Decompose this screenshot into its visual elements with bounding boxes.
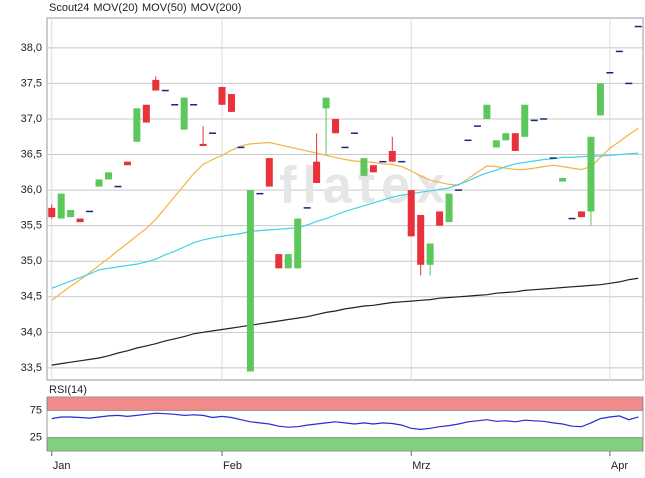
candle-body [265, 158, 273, 187]
moving-average-line [51, 277, 639, 366]
candle-body [559, 178, 567, 182]
candle-body [48, 207, 56, 218]
candle-body [76, 218, 84, 223]
candle-body [426, 243, 434, 265]
rsi-band [47, 396, 643, 411]
y-tick-label: 36,0 [21, 184, 42, 196]
legend-entry: Scout24 [49, 2, 89, 14]
candle-body [199, 143, 207, 147]
candle-body [578, 211, 586, 218]
y-tick-label: 34,0 [21, 326, 42, 338]
candle-body [180, 97, 188, 130]
candle-body [417, 215, 425, 265]
candle-body [360, 158, 368, 176]
candle-body [227, 94, 235, 112]
candle-body [123, 161, 131, 166]
candle-body [313, 161, 321, 183]
candle-body [492, 140, 500, 148]
moving-average-line [51, 127, 639, 301]
y-tick-label: 37,5 [21, 77, 42, 89]
y-tick-label: 35,0 [21, 255, 42, 267]
candle-body [511, 133, 519, 151]
x-tick-label: Feb [223, 460, 242, 472]
legend-entry: MOV(50) [142, 2, 187, 14]
candle-body [152, 79, 160, 91]
candle-body [104, 172, 112, 180]
candle-body [67, 210, 75, 218]
x-tick-label: Apr [611, 460, 628, 472]
candle-body [246, 190, 254, 372]
moving-average-line [51, 152, 639, 289]
y-tick-label: 38,0 [21, 42, 42, 54]
y-tick-label: 34,5 [21, 291, 42, 303]
candle-body [388, 150, 396, 162]
candle-body [587, 136, 595, 212]
candle-body [133, 108, 141, 142]
y-tick-label: 33,5 [21, 362, 42, 374]
legend-entry: MOV(20) [93, 2, 138, 14]
x-tick-label: Jan [53, 460, 71, 472]
candle-body [95, 179, 103, 187]
rsi-line [51, 412, 639, 431]
candle-body [57, 193, 65, 219]
candle-body [322, 97, 330, 109]
candle-body [596, 83, 604, 116]
candle-body [275, 254, 283, 269]
y-tick-label: 37,0 [21, 113, 42, 125]
x-tick-label: Mrz [412, 460, 430, 472]
candle-body [502, 133, 510, 141]
candle-body [332, 118, 340, 134]
candle-body [436, 211, 444, 226]
candle-body [218, 86, 226, 105]
y-tick-label: 75 [30, 404, 42, 416]
y-tick-label: 25 [30, 431, 42, 443]
candle-body [407, 190, 415, 237]
legend-entry: RSI(14) [49, 384, 87, 396]
candle-body [294, 218, 302, 269]
rsi-band [47, 437, 643, 452]
y-tick-label: 36,5 [21, 148, 42, 160]
candle-body [483, 104, 491, 119]
candle-body [284, 254, 292, 269]
candle-body [142, 104, 150, 123]
y-tick-label: 35,5 [21, 220, 42, 232]
main-panel [46, 17, 644, 381]
candle-body [445, 193, 453, 223]
candle-body [369, 165, 377, 173]
legend-entry: MOV(200) [191, 2, 242, 14]
candle-body [521, 104, 529, 137]
